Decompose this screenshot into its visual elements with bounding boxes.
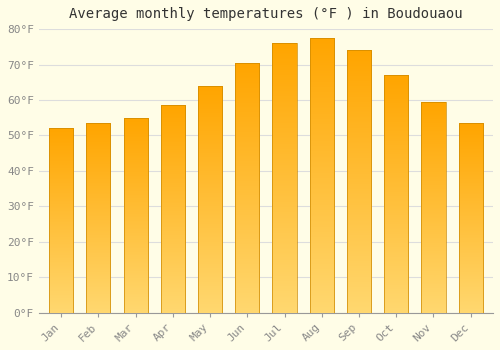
Bar	[310, 38, 334, 313]
Bar	[124, 118, 148, 313]
Bar	[86, 123, 110, 313]
Bar	[160, 105, 185, 313]
Bar	[49, 128, 73, 313]
Bar	[272, 43, 296, 313]
Title: Average monthly temperatures (°F ) in Boudouaou: Average monthly temperatures (°F ) in Bo…	[69, 7, 462, 21]
Bar	[235, 63, 260, 313]
Bar	[458, 123, 483, 313]
Bar	[347, 50, 371, 313]
Bar	[422, 102, 446, 313]
Bar	[384, 75, 408, 313]
Bar	[198, 86, 222, 313]
